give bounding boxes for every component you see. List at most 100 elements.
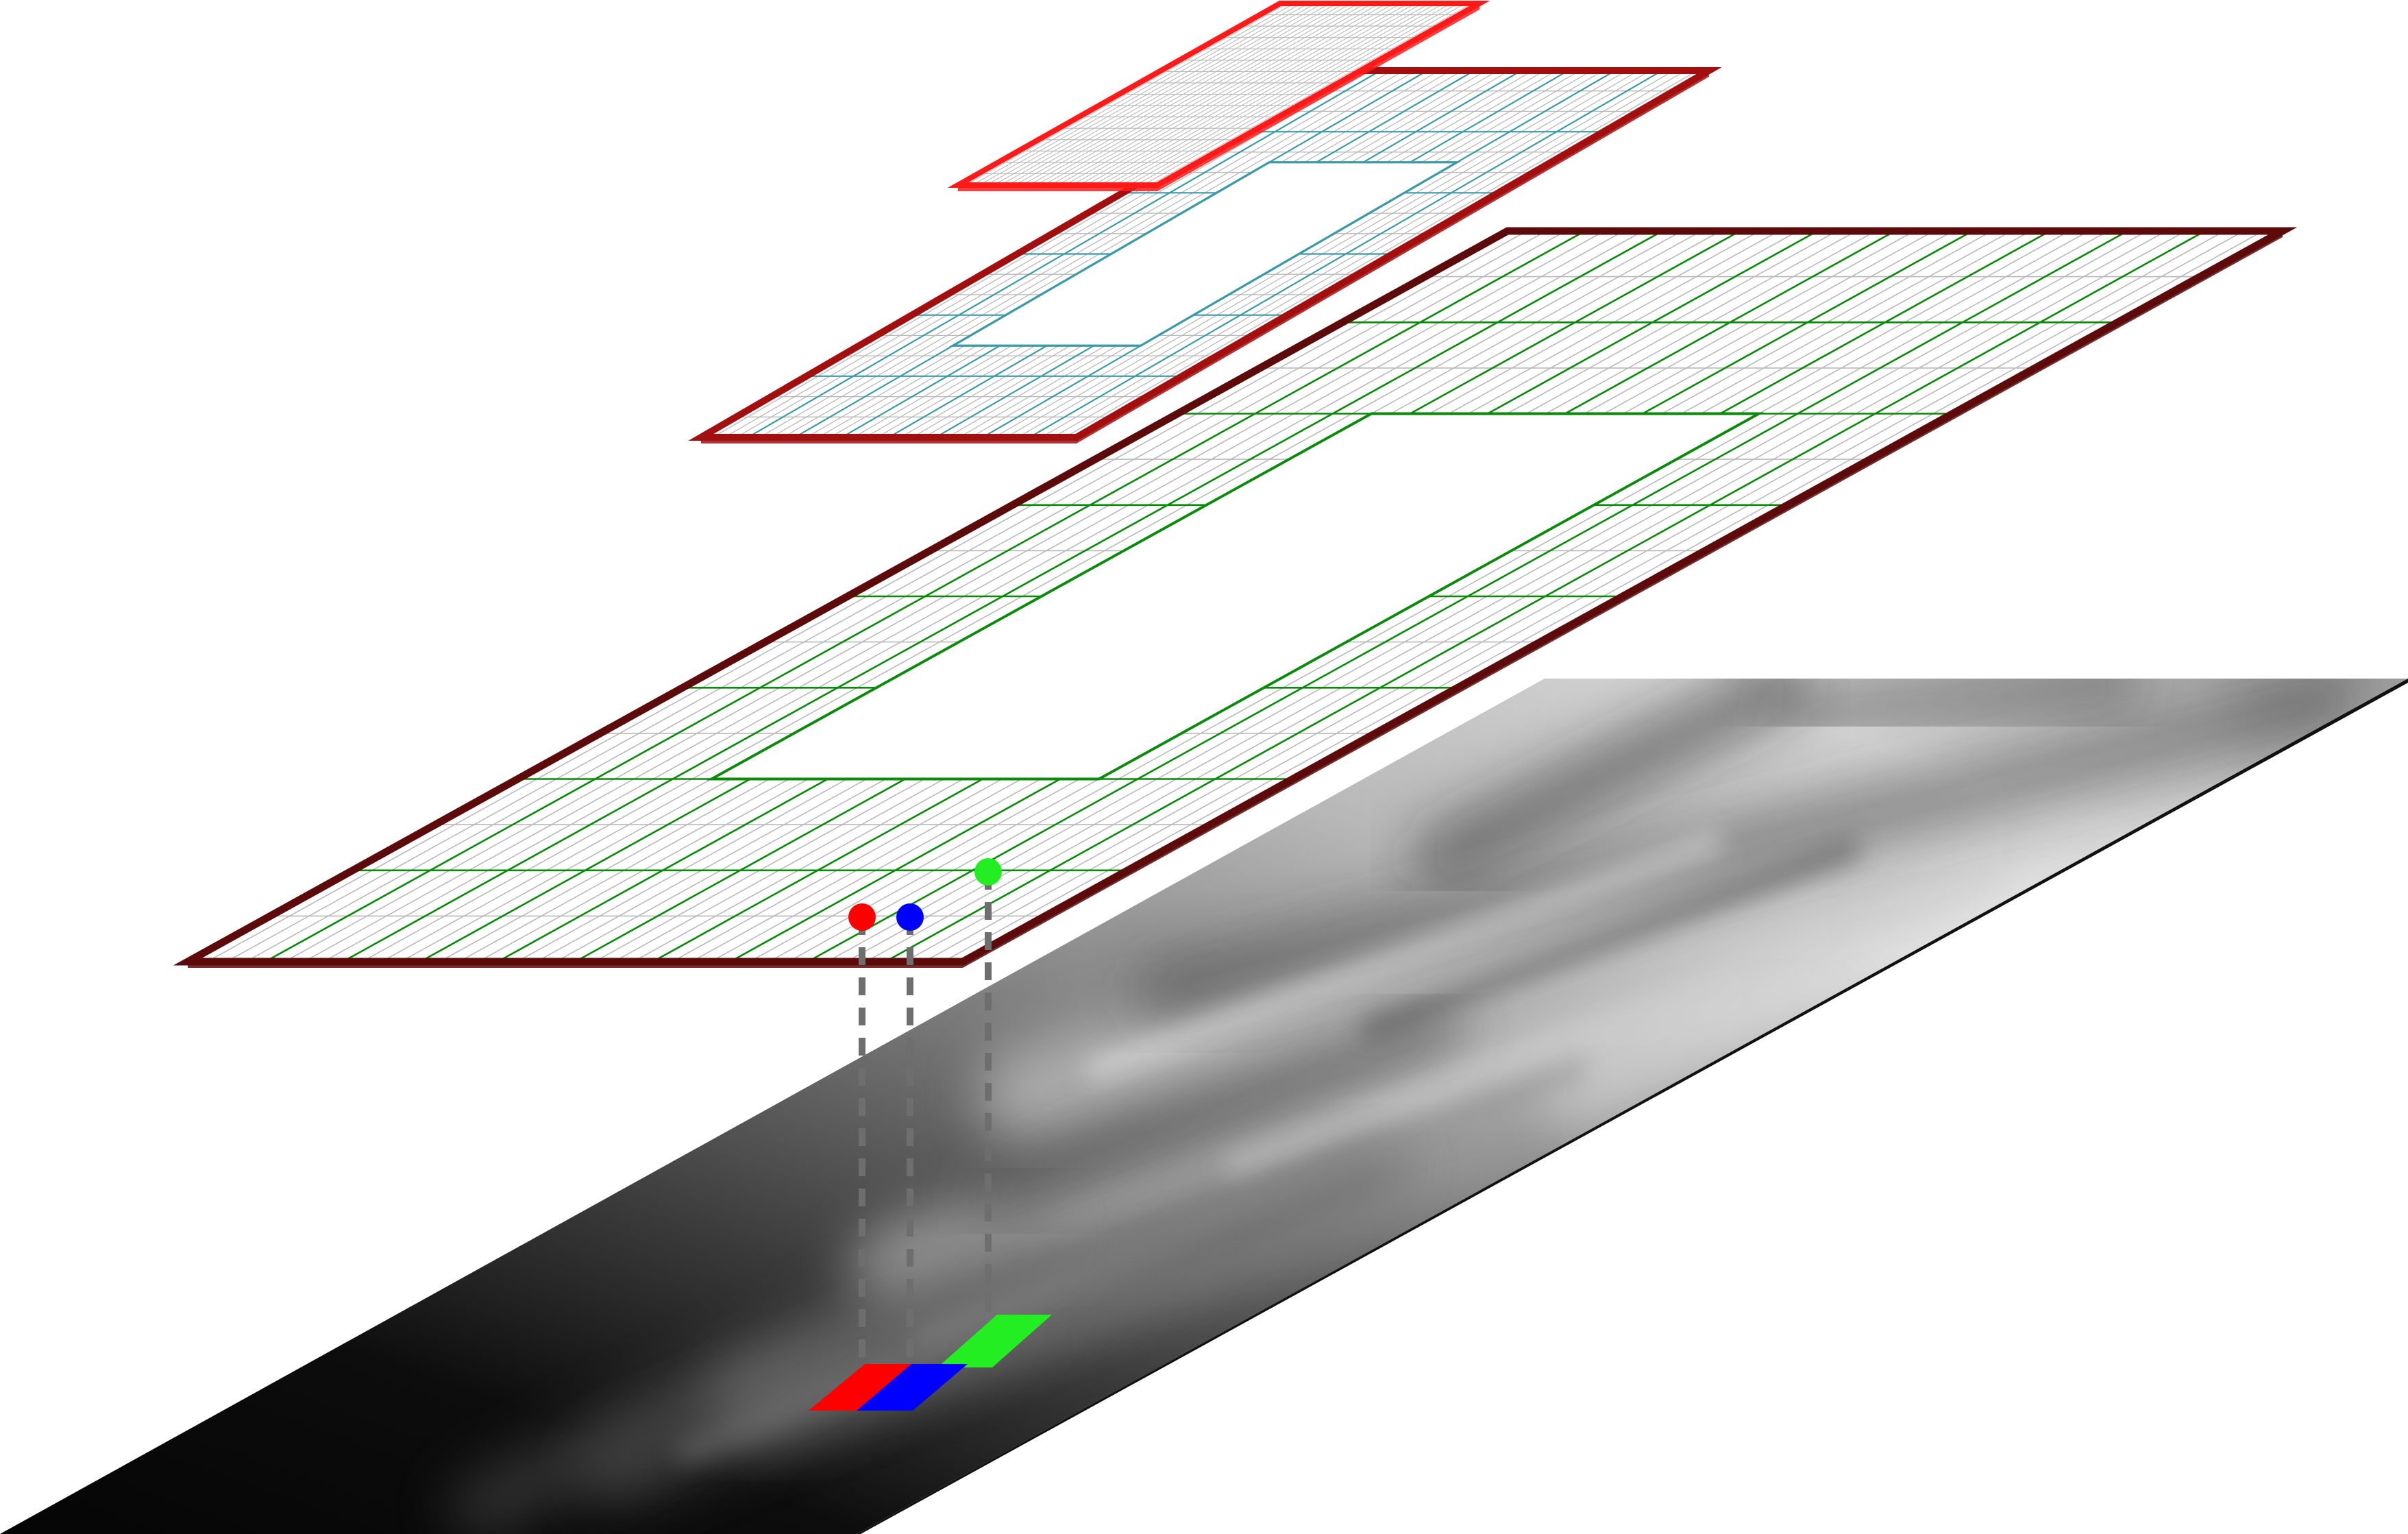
grid-line [853, 345, 1012, 438]
level-edge [963, 231, 2283, 968]
terrain-texture [449, 679, 2361, 1534]
level-edge [958, 185, 1157, 191]
coarse-line [1487, 230, 1819, 415]
coarse-line [265, 230, 1586, 963]
grid-line [1093, 3, 1416, 186]
grid-line [993, 3, 1316, 186]
coarse-line [1316, 70, 1475, 163]
probe-green [974, 858, 1002, 886]
grid-line [1398, 70, 1557, 163]
grid-line [979, 3, 1302, 186]
grid-level-1 [688, 67, 1722, 443]
grid-line [1100, 3, 1423, 186]
terrain-streak [1412, 679, 1809, 884]
coarse-grid-lines [265, 230, 2206, 963]
fine-grid-lines [965, 3, 1473, 186]
grid-line [1386, 70, 1545, 163]
grid-line [947, 345, 1106, 438]
level-edge [1077, 71, 1709, 443]
terrain-ridge [1360, 840, 1860, 1038]
coarse-line [1029, 70, 1663, 438]
coarse-line [1410, 70, 1569, 163]
grid-line [1064, 3, 1388, 186]
grid-line [1281, 70, 1440, 163]
grid-line [1375, 70, 1534, 163]
grid-line [806, 345, 966, 438]
grid-line [1351, 70, 1510, 163]
hole-border [706, 412, 1765, 781]
grid-line [1007, 3, 1331, 186]
coarse-line [574, 778, 906, 963]
grid-line [1142, 3, 1466, 186]
grid-line [1036, 3, 1359, 186]
terrain-ridge [1086, 833, 1723, 1080]
coarse-line [935, 345, 1094, 438]
probe-red [848, 903, 876, 931]
grid-line [1129, 3, 1451, 186]
terrain-streak [1134, 679, 2361, 1025]
coarse-line [497, 778, 828, 963]
level-edge [1157, 3, 1479, 191]
coarse-line [888, 345, 1048, 438]
grid-line [1057, 3, 1380, 186]
grid-line [1085, 3, 1409, 186]
terrain-ridge [675, 1237, 1175, 1463]
grid-line [970, 345, 1129, 438]
grid-line [1029, 3, 1352, 186]
grid-line [924, 345, 1083, 438]
grid-line [1072, 3, 1395, 186]
probe-blue [896, 903, 924, 931]
coarse-line [1719, 230, 2051, 415]
probe-markers [848, 858, 1002, 931]
coarse-line [841, 345, 1000, 438]
terrain-edge-shadow [857, 679, 2408, 1534]
grid-line [876, 345, 1035, 438]
coarse-line [652, 778, 983, 963]
coarse-line [1564, 230, 1896, 415]
coarse-grid-lines [747, 70, 1663, 438]
grid-line [1050, 3, 1373, 186]
grid-level-2 [947, 0, 1490, 191]
grid-line [986, 3, 1309, 186]
grid-line [830, 345, 989, 438]
grid-line [1114, 3, 1437, 186]
terrain-streak [449, 1203, 1059, 1534]
projection-connectors [859, 872, 992, 1385]
grid-line [1445, 70, 1604, 163]
grid-line [1014, 3, 1338, 186]
grid-line [959, 345, 1118, 438]
grid-line [965, 3, 1288, 186]
coarse-line [1410, 230, 1741, 415]
grid-line [1327, 70, 1486, 163]
grid-line [1292, 70, 1451, 163]
grid-line [818, 345, 977, 438]
grid-line [1304, 70, 1463, 163]
coarse-line [730, 778, 1061, 963]
grid-line [1421, 70, 1580, 163]
grid-line [865, 345, 1024, 438]
grid-line [1135, 3, 1459, 186]
coarse-line [885, 230, 2206, 963]
grid-line [1079, 3, 1401, 186]
grid-line [1433, 70, 1593, 163]
coarse-line [747, 70, 1381, 438]
coarse-line [1642, 230, 1974, 415]
grid-level-0 [173, 227, 2298, 968]
grid-line [1121, 3, 1445, 186]
coarse-line [807, 230, 2128, 963]
grid-line [900, 345, 1059, 438]
grid-line [1043, 3, 1366, 186]
grid-line [1000, 3, 1323, 186]
terrain-ridge [915, 1059, 1586, 1347]
hole-border [948, 161, 1462, 347]
coarse-line [1362, 70, 1522, 163]
terrain-footprints [809, 1315, 1052, 1411]
level-edge [188, 962, 963, 968]
footprint-blue [857, 1364, 968, 1411]
grid-line [972, 3, 1295, 186]
grid-line [1022, 3, 1344, 186]
terrain-streak [1761, 679, 2145, 740]
level-edge [701, 437, 1077, 443]
